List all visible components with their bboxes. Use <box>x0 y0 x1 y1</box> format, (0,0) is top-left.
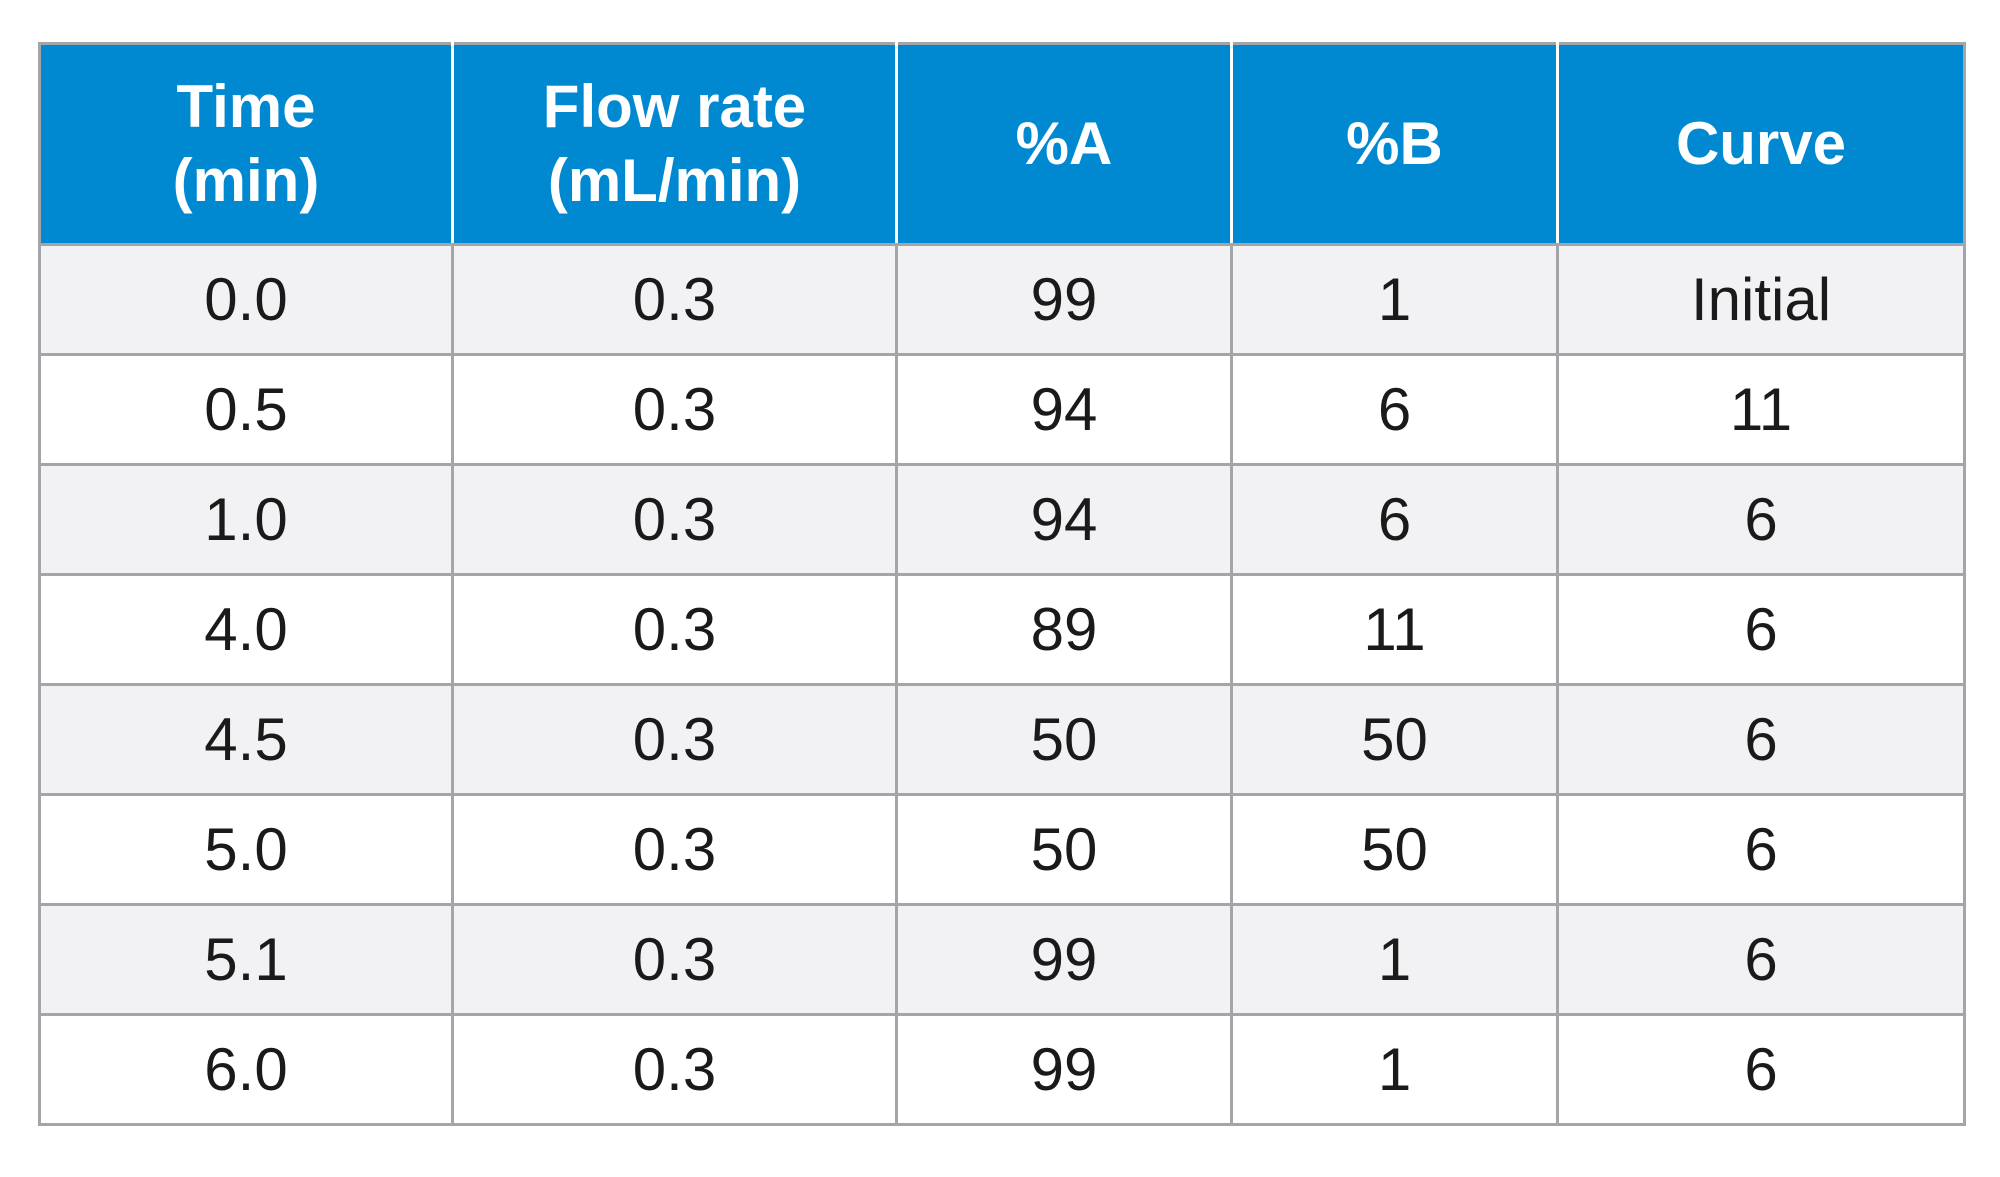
table-cell: 0.3 <box>451 463 898 576</box>
table-cell: 6 <box>1556 793 1966 906</box>
header-text: Curve <box>1675 110 1847 177</box>
table-cell: 50 <box>895 683 1233 796</box>
table-row: 5.1 0.3 99 1 6 <box>38 903 1966 1016</box>
table-cell: 6 <box>1556 1013 1966 1126</box>
table-header: Time (min) Flow rate (mL/min) %A %B Curve <box>38 42 1966 246</box>
table-row: 5.0 0.3 50 50 6 <box>38 793 1966 906</box>
table-cell: 99 <box>895 243 1233 356</box>
table-cell: 0.3 <box>451 353 898 466</box>
table-row: 1.0 0.3 94 6 6 <box>38 463 1966 576</box>
table-cell: 50 <box>1230 683 1559 796</box>
table-row: 0.0 0.3 99 1 Initial <box>38 243 1966 356</box>
table-cell: 11 <box>1230 573 1559 686</box>
header-text: Flow rate <box>542 73 807 140</box>
table-cell: 6 <box>1556 683 1966 796</box>
table-row: 0.5 0.3 94 6 11 <box>38 353 1966 466</box>
table-cell: 99 <box>895 1013 1233 1126</box>
table-cell: 50 <box>1230 793 1559 906</box>
table-cell: 6 <box>1556 573 1966 686</box>
table-cell: 0.3 <box>451 793 898 906</box>
header-cell: Curve <box>1556 42 1966 246</box>
table-cell: 5.0 <box>38 793 454 906</box>
table-cell: 0.3 <box>451 683 898 796</box>
table-cell: 5.1 <box>38 903 454 1016</box>
table-cell: 0.3 <box>451 903 898 1016</box>
header-text: (mL/min) <box>547 147 802 214</box>
header-text: %B <box>1346 110 1443 177</box>
table-cell: 1.0 <box>38 463 454 576</box>
header-text: Time <box>176 73 316 140</box>
table-cell: 0.3 <box>451 1013 898 1126</box>
table-row: 4.0 0.3 89 11 6 <box>38 573 1966 686</box>
table-cell: 4.5 <box>38 683 454 796</box>
table-cell: 1 <box>1230 903 1559 1016</box>
header-text: %A <box>1015 110 1113 177</box>
table-cell: 11 <box>1556 353 1966 466</box>
table-cell: 0.5 <box>38 353 454 466</box>
header-cell: %B <box>1230 42 1559 246</box>
table-cell: 0.3 <box>451 573 898 686</box>
header-cell: Time (min) <box>38 42 454 246</box>
table-cell: Initial <box>1556 243 1966 356</box>
header-row: Time (min) Flow rate (mL/min) %A %B Curve <box>38 42 1966 246</box>
gradient-table: Time (min) Flow rate (mL/min) %A %B Curve 0.0 0… <box>38 42 1966 1126</box>
table-cell: 6 <box>1230 463 1559 576</box>
table-row: 4.5 0.3 50 50 6 <box>38 683 1966 796</box>
table-row: 6.0 0.3 99 1 6 <box>38 1013 1966 1126</box>
table-cell: 94 <box>895 463 1233 576</box>
header-cell: Flow rate (mL/min) <box>451 42 898 246</box>
table-cell: 4.0 <box>38 573 454 686</box>
table-cell: 94 <box>895 353 1233 466</box>
table-cell: 1 <box>1230 243 1559 356</box>
table-cell: 89 <box>895 573 1233 686</box>
header-text: (min) <box>172 147 320 214</box>
table-cell: 6.0 <box>38 1013 454 1126</box>
table-cell: 6 <box>1556 903 1966 1016</box>
table-cell: 1 <box>1230 1013 1559 1126</box>
header-cell: %A <box>895 42 1233 246</box>
table-cell: 0.0 <box>38 243 454 356</box>
table-cell: 0.3 <box>451 243 898 356</box>
table-body: 0.0 0.3 99 1 Initial 0.5 0.3 94 6 11 1.0 0.3 94 6 6 4.0… <box>38 243 1966 1126</box>
table-cell: 99 <box>895 903 1233 1016</box>
table-cell: 50 <box>895 793 1233 906</box>
table-cell: 6 <box>1556 463 1966 576</box>
table-cell: 6 <box>1230 353 1559 466</box>
